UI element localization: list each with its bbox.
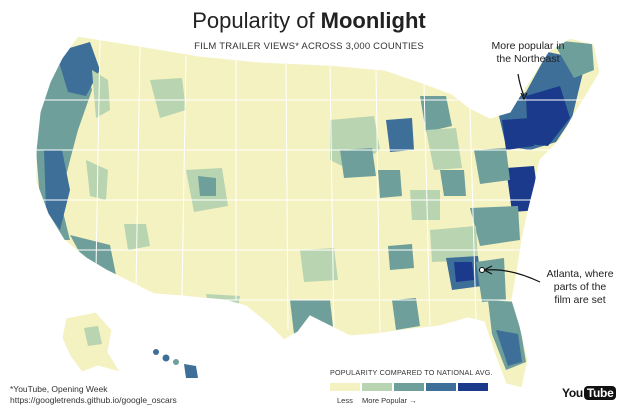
atlanta-arrow (485, 269, 541, 283)
footnote: *YouTube, Opening Week https://googletre… (10, 384, 177, 406)
nevada-region (86, 160, 108, 200)
legend-swatch-3 (394, 383, 424, 391)
northeast-annotation-line1: More popular in (491, 40, 565, 52)
houston-region (290, 300, 334, 336)
atlanta-annotation-line3: film are set (554, 294, 606, 306)
northeast-arrow (517, 73, 525, 97)
atlanta-annotation-line2: parts of the (553, 281, 607, 293)
northeast-arrowhead (520, 92, 528, 101)
new-england-region (526, 86, 570, 146)
west-texas-region (206, 294, 240, 320)
bay-area-region (44, 150, 70, 230)
legend-swatch-5 (458, 383, 488, 391)
northeast-annotation-line2: the Northeast (496, 53, 560, 65)
memphis-region (388, 244, 414, 270)
legend-less-label: Less (337, 396, 353, 405)
legend-more-label: More Popular → (362, 396, 417, 405)
dallas-region (300, 248, 338, 282)
michigan-region (426, 128, 462, 170)
interior-northwest-region (92, 70, 110, 118)
southern-california-region (70, 235, 116, 275)
northeast-annotation: More popular in the Northeast (478, 40, 578, 66)
page-title: Popularity of Moonlight (0, 8, 618, 34)
denver-region (198, 176, 216, 196)
pennsylvania-region (474, 148, 510, 184)
atlanta-annotation-line1: Atlanta, where (546, 268, 614, 280)
mid-atlantic-region (506, 166, 540, 212)
hawaii (153, 349, 198, 378)
footnote-url[interactable]: https://googletrends.github.io/google_os… (10, 395, 177, 405)
title-film: Moonlight (320, 8, 426, 33)
south-florida-region (496, 330, 522, 366)
ohio-region (440, 170, 466, 196)
title-prefix: Popularity of (192, 8, 321, 33)
maine-region (552, 40, 594, 78)
page-subtitle: FILM TRAILER VIEWS* ACROSS 3,000 COUNTIE… (194, 41, 424, 52)
legend-color-scale (330, 383, 490, 391)
new-york-region (502, 118, 534, 150)
legend-title: POPULARITY COMPARED TO NATIONAL AVG. (330, 368, 493, 377)
legend-swatch-4 (426, 383, 456, 391)
youtube-logo-tube: Tube (583, 386, 617, 400)
footnote-source: *YouTube, Opening Week (10, 384, 108, 394)
chicago-region (378, 170, 402, 198)
louisiana-region (392, 298, 420, 330)
seattle-region (56, 42, 100, 96)
county-shading (36, 40, 594, 370)
atlanta-marker (479, 267, 485, 273)
youtube-logo: You Tube (562, 386, 617, 400)
virginia-carolina-region (470, 206, 520, 246)
wisconsin-region (386, 118, 414, 152)
alaska-region (84, 326, 102, 346)
legend-swatch-2 (362, 383, 392, 391)
indiana-region (410, 190, 440, 220)
tennessee-region (430, 226, 478, 262)
michigan-north-region (420, 96, 452, 132)
legend-swatch-1 (330, 383, 360, 391)
montana-region (150, 78, 186, 118)
atlanta-annotation: Atlanta, where parts of the film are set (542, 268, 618, 307)
youtube-logo-you: You (562, 386, 583, 400)
minneapolis-region (340, 148, 376, 178)
atlanta-core-region (454, 262, 474, 282)
